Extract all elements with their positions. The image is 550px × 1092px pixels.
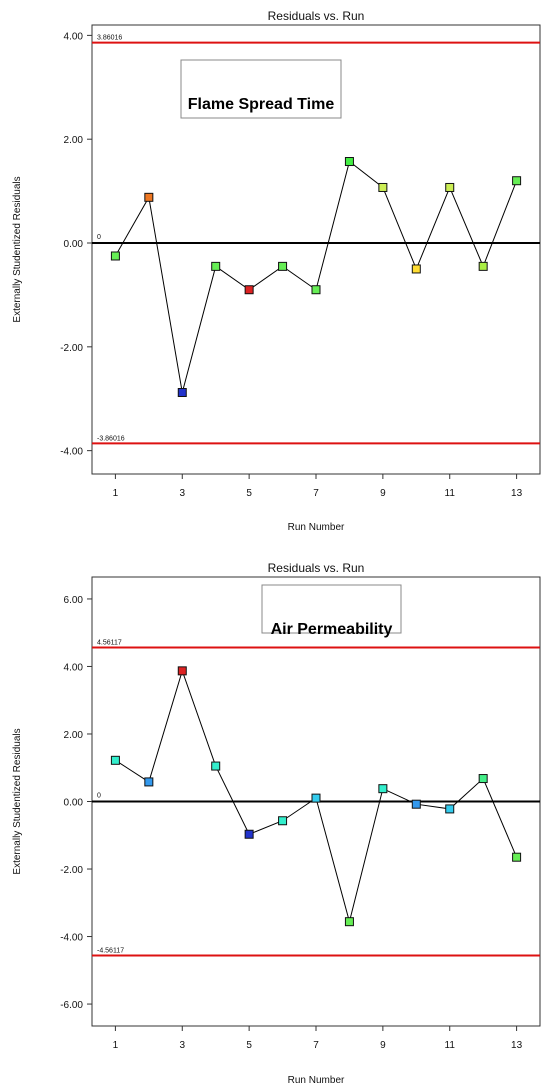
- data-point-marker: [110, 251, 120, 261]
- x-tick-label: 11: [445, 488, 456, 499]
- data-point-marker: [512, 852, 522, 862]
- x-tick-label: 5: [246, 488, 252, 499]
- annotation-text: Flame Spread Time: [188, 96, 335, 113]
- x-tick-label: 5: [246, 1040, 252, 1051]
- chart-title: Residuals vs. Run: [268, 561, 365, 575]
- data-point-marker: [144, 777, 154, 787]
- y-tick-label: 0.00: [64, 798, 84, 809]
- data-point-marker: [478, 774, 488, 784]
- data-point-marker: [478, 261, 488, 271]
- data-point-marker: [311, 285, 321, 295]
- x-axis-label: Run Number: [288, 522, 345, 533]
- data-point-marker: [110, 755, 120, 765]
- data-point-marker: [177, 666, 187, 676]
- lower-limit-label: -4.56117: [97, 947, 124, 954]
- y-tick-label: 0.00: [64, 239, 84, 250]
- y-tick-label: 4.00: [64, 662, 84, 673]
- data-point-marker: [445, 182, 455, 192]
- data-point-marker: [278, 261, 288, 271]
- x-tick-label: 7: [313, 488, 319, 499]
- y-tick-label: -2.00: [60, 865, 83, 876]
- flame-spread-residual-chart: Residuals vs. Run 4.00 2.00 0.00 -2.00 -4.00 1…: [12, 9, 541, 533]
- data-point-marker: [278, 816, 288, 826]
- y-tick-label: 4.00: [64, 31, 84, 42]
- data-point-marker: [411, 264, 421, 274]
- x-tick-label: 13: [511, 488, 523, 499]
- zero-line-label: 0: [97, 793, 101, 800]
- data-point-marker: [344, 157, 354, 167]
- y-tick-label: -4.00: [60, 933, 83, 944]
- data-point-marker: [177, 388, 187, 398]
- lower-limit-label: -3.86016: [97, 435, 125, 442]
- data-point-marker: [211, 761, 221, 771]
- upper-limit-label: 3.86016: [97, 35, 122, 42]
- x-tick-label: 1: [113, 1040, 119, 1051]
- y-tick-label: 2.00: [64, 135, 84, 146]
- annotation-box: [180, 59, 342, 119]
- x-tick-label: 13: [511, 1040, 523, 1051]
- y-axis-label: Externally Studentized Residuals: [12, 728, 23, 874]
- y-tick-label: -4.00: [60, 447, 83, 458]
- y-tick-label: 2.00: [64, 730, 84, 741]
- data-point-marker: [344, 917, 354, 927]
- y-tick-label: 6.00: [64, 595, 84, 606]
- data-point-marker: [211, 261, 221, 271]
- data-point-marker: [311, 793, 321, 803]
- data-point-marker: [378, 784, 388, 794]
- x-tick-label: 3: [179, 488, 185, 499]
- y-tick-label: -2.00: [60, 343, 83, 354]
- air-permeability-residual-chart: Residuals vs. Run 6.00 4.00 2.00 0.00 -2.00 -4…: [12, 561, 541, 1086]
- x-axis-label: Run Number: [288, 1075, 345, 1086]
- data-point-marker: [244, 829, 254, 839]
- x-tick-label: 9: [380, 1040, 386, 1051]
- data-point-marker: [445, 804, 455, 814]
- x-tick-label: 11: [445, 1040, 456, 1051]
- x-tick-label: 3: [179, 1040, 185, 1051]
- zero-line-label: 0: [97, 234, 101, 241]
- x-tick-label: 9: [380, 488, 386, 499]
- series-line: [114, 160, 518, 393]
- x-tick-label: 7: [313, 1040, 319, 1051]
- data-point-marker: [144, 192, 154, 202]
- x-tick-label: 1: [113, 488, 119, 499]
- upper-limit-label: 4.56117: [97, 640, 122, 647]
- data-point-marker: [411, 799, 421, 809]
- y-tick-label: -6.00: [60, 1000, 83, 1011]
- annotation-box: [261, 584, 402, 634]
- y-axis-label: Externally Studentized Residuals: [12, 176, 23, 322]
- data-point-marker: [512, 176, 522, 186]
- chart-title: Residuals vs. Run: [268, 9, 365, 23]
- data-point-marker: [244, 285, 254, 295]
- annotation-text: Air Permeability: [271, 621, 393, 638]
- data-point-marker: [378, 182, 388, 192]
